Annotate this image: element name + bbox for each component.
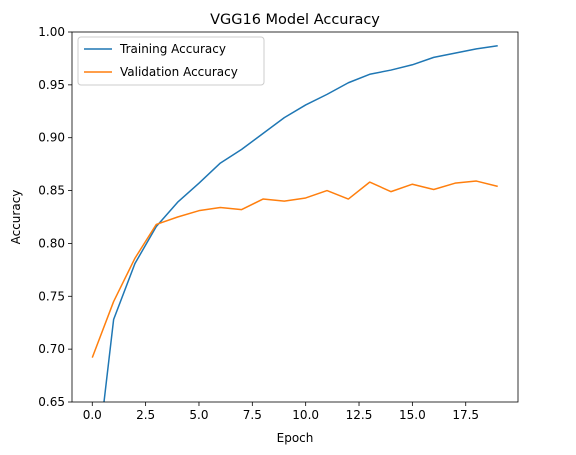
y-axis-ticks: 0.65 0.70 0.75 0.80 0.85 0.90 0.95 1.00 — [38, 25, 72, 409]
x-tick-label: 2.5 — [136, 408, 155, 422]
legend-box — [77, 36, 265, 86]
y-tick-label: 0.80 — [38, 236, 65, 250]
y-axis-label: Accuracy — [9, 190, 23, 245]
x-tick-label: 10.0 — [292, 408, 319, 422]
x-tick-label: 7.5 — [243, 408, 262, 422]
series-layer — [91, 45, 498, 402]
y-tick-label: 0.85 — [38, 184, 65, 198]
y-tick-label: 1.00 — [38, 25, 65, 39]
legend-label: Training Accuracy — [119, 42, 226, 56]
x-axis-ticks: 0.0 2.5 5.0 7.5 10.0 12.5 15.0 17.5 — [83, 402, 479, 422]
plot-frame — [71, 31, 519, 403]
x-tick-label: 15.0 — [399, 408, 426, 422]
x-tick-label: 5.0 — [189, 408, 208, 422]
series-line-validation-accuracy — [91, 180, 498, 358]
y-tick-label: 0.95 — [38, 78, 65, 92]
legend: Training Accuracy Validation Accuracy — [77, 36, 265, 86]
x-tick-label: 0.0 — [83, 408, 102, 422]
legend-label: Validation Accuracy — [120, 65, 238, 79]
series-line-training-accuracy — [103, 45, 498, 402]
chart-title: VGG16 Model Accuracy — [210, 12, 380, 28]
x-tick-label: 17.5 — [452, 408, 479, 422]
x-tick-label: 12.5 — [346, 408, 373, 422]
y-tick-label: 0.70 — [38, 342, 65, 356]
y-tick-label: 0.75 — [38, 289, 65, 303]
y-tick-label: 0.90 — [38, 131, 65, 145]
x-axis-label: Epoch — [277, 431, 314, 445]
y-tick-label: 0.65 — [38, 395, 65, 409]
